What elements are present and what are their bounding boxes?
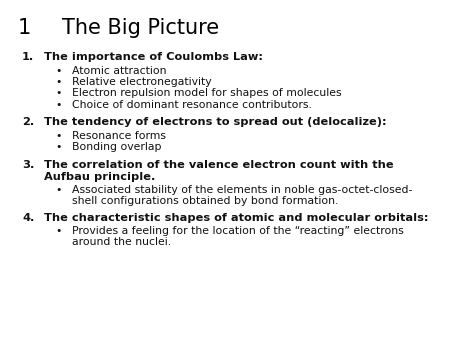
Text: Bonding overlap: Bonding overlap: [72, 143, 162, 152]
Text: 2.: 2.: [22, 118, 34, 127]
Text: The tendency of electrons to spread out (delocalize):: The tendency of electrons to spread out …: [44, 118, 387, 127]
Text: •: •: [55, 77, 61, 87]
Text: •: •: [55, 100, 61, 110]
Text: •: •: [55, 185, 61, 195]
Text: Provides a feeling for the location of the “reacting” electrons: Provides a feeling for the location of t…: [72, 226, 404, 237]
Text: Electron repulsion model for shapes of molecules: Electron repulsion model for shapes of m…: [72, 89, 342, 98]
Text: Atomic attraction: Atomic attraction: [72, 66, 166, 75]
Text: 3.: 3.: [22, 160, 34, 170]
Text: Relative electronegativity: Relative electronegativity: [72, 77, 211, 87]
Text: shell configurations obtained by bond formation.: shell configurations obtained by bond fo…: [72, 195, 338, 206]
Text: •: •: [55, 66, 61, 75]
Text: Choice of dominant resonance contributors.: Choice of dominant resonance contributor…: [72, 100, 312, 110]
Text: 1: 1: [18, 18, 31, 38]
Text: 4.: 4.: [22, 213, 34, 223]
Text: The Big Picture: The Big Picture: [62, 18, 219, 38]
Text: The correlation of the valence electron count with the: The correlation of the valence electron …: [44, 160, 394, 170]
Text: •: •: [55, 131, 61, 141]
Text: Resonance forms: Resonance forms: [72, 131, 166, 141]
Text: •: •: [55, 89, 61, 98]
Text: The importance of Coulombs Law:: The importance of Coulombs Law:: [44, 52, 263, 62]
Text: Associated stability of the elements in noble gas-octet-closed-: Associated stability of the elements in …: [72, 185, 412, 195]
Text: Aufbau principle.: Aufbau principle.: [44, 171, 155, 182]
Text: around the nuclei.: around the nuclei.: [72, 237, 171, 247]
Text: •: •: [55, 226, 61, 237]
Text: 1.: 1.: [22, 52, 34, 62]
Text: •: •: [55, 143, 61, 152]
Text: The characteristic shapes of atomic and molecular orbitals:: The characteristic shapes of atomic and …: [44, 213, 428, 223]
